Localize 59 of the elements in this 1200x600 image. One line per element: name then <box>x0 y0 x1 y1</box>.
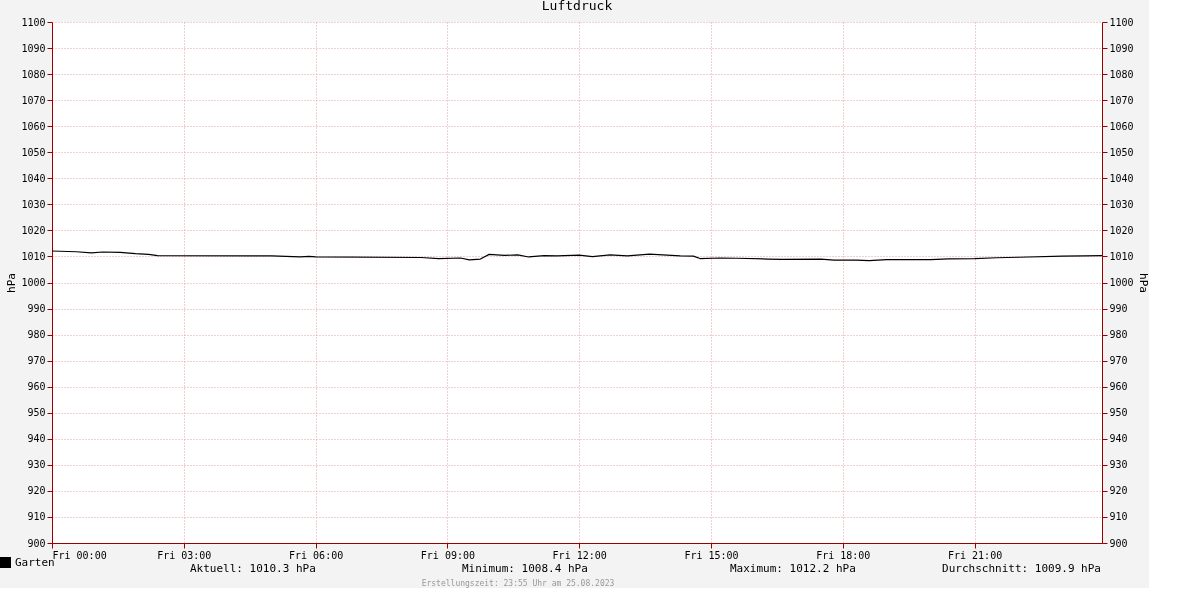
y-tick-label: 950 <box>27 407 46 419</box>
y2-tick-label: 1030 <box>1109 198 1134 210</box>
y2-tick-label: 940 <box>1109 433 1128 445</box>
y2-tick-label: 1100 <box>1109 16 1134 28</box>
line-series <box>51 250 1103 262</box>
x-tick-label: Fri 21:00 <box>948 549 1003 561</box>
y2-axis-title: hPa <box>1136 273 1150 293</box>
y-tick-label: 1070 <box>21 94 46 106</box>
y2-tick-label: 920 <box>1109 485 1128 497</box>
y-tick-label: 930 <box>27 459 46 471</box>
y2-tick-label: 1090 <box>1109 42 1134 54</box>
y2-tick-label: 910 <box>1109 511 1128 523</box>
y-tick-label: 1030 <box>21 198 46 210</box>
y-tick-label: 900 <box>27 537 46 549</box>
y2-tick-label: 1010 <box>1109 250 1134 262</box>
text: Maximum: 1012.2 hPa <box>730 562 856 575</box>
x-tick-label: Fri 06:00 <box>289 549 344 561</box>
y-tick-label: 1010 <box>21 250 46 262</box>
y2-tick-label: 900 <box>1109 537 1128 549</box>
y-tick-label: 1080 <box>21 68 46 80</box>
y-tick-label: 1060 <box>21 120 46 132</box>
y2-tick-label: 950 <box>1109 407 1128 419</box>
y2-tick-label: 1000 <box>1109 277 1134 288</box>
text: Erstellungszeit: 23:55 Uhr am 25.08.2023 <box>421 579 615 588</box>
y2-tick-label: 990 <box>1109 303 1128 315</box>
y2-tick-label: 1070 <box>1109 94 1134 106</box>
y2-tick-label: 1050 <box>1109 146 1134 158</box>
y2-tick-label: 1020 <box>1109 224 1134 236</box>
y2-tick-label: 980 <box>1109 329 1128 341</box>
y-tick-label: 1040 <box>21 172 46 184</box>
text: Durchschnitt: 1009.9 hPa <box>942 562 1101 575</box>
x-tick-label: Fri 18:00 <box>816 549 871 561</box>
y-tick-label: 940 <box>27 433 46 445</box>
y-axis-title: hPa <box>5 273 19 293</box>
y-tick-label: 960 <box>27 381 46 393</box>
y-tick-label: 980 <box>27 329 46 341</box>
y2-tick-label: 1040 <box>1109 172 1134 184</box>
text: Aktuell: 1010.3 hPa <box>190 562 316 575</box>
text: Minimum: 1008.4 hPa <box>462 562 588 575</box>
x-tick-label: Fri 12:00 <box>552 549 607 561</box>
x-tick-label: Fri 09:00 <box>420 549 475 561</box>
x-tick-label: Fri 15:00 <box>684 549 739 561</box>
chart-title: Luftdruck <box>541 0 613 13</box>
y2-tick-label: 1080 <box>1109 68 1134 80</box>
y-tick-label: 1090 <box>21 42 46 54</box>
y-tick-label: 1020 <box>21 224 46 236</box>
y-tick-label: 910 <box>27 511 46 523</box>
x-tick-label: Fri 03:00 <box>157 549 212 561</box>
y2-tick-label: 960 <box>1109 381 1128 393</box>
y-tick-label: 920 <box>27 485 46 497</box>
x-tick-label: Fri 00:00 <box>52 549 107 561</box>
y-tick-label: 1100 <box>21 16 46 28</box>
y-tick-label: 990 <box>27 303 46 315</box>
y-tick-label: 1050 <box>21 146 46 158</box>
y-tick-label: 970 <box>27 355 46 367</box>
y-tick-label: 1000 <box>21 277 46 288</box>
y2-tick-label: 930 <box>1109 459 1128 471</box>
y2-tick-label: 1060 <box>1109 120 1134 132</box>
y2-tick-label: 970 <box>1109 355 1128 367</box>
